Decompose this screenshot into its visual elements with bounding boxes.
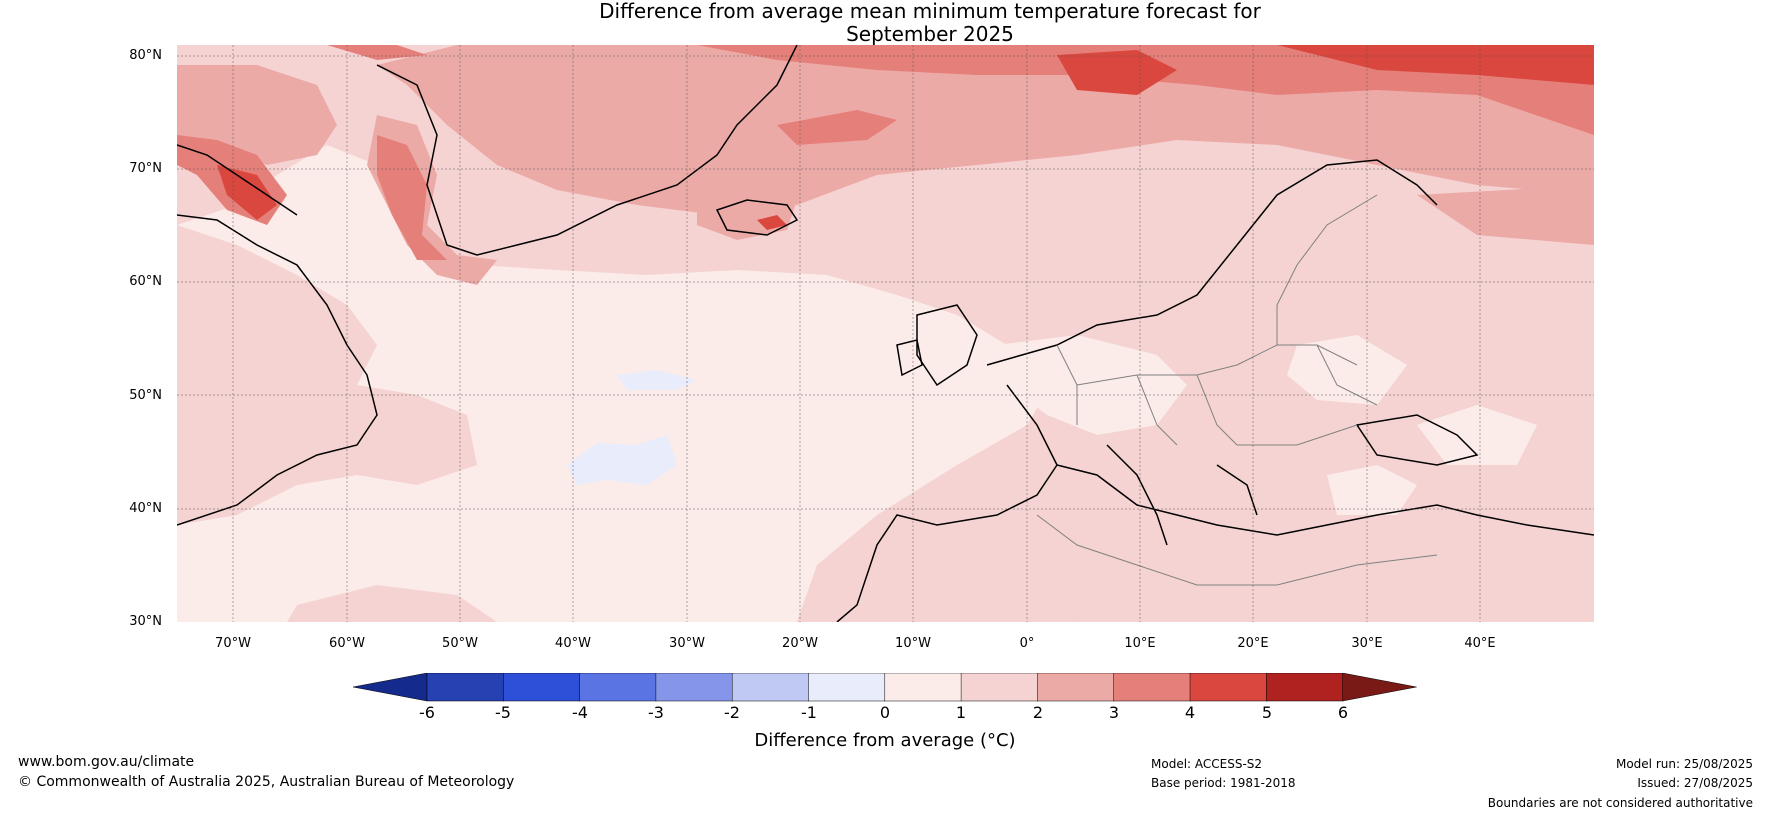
lat-label-70n: 70°N (129, 161, 162, 176)
lon-label-20w: 20°W (782, 636, 818, 651)
lon-label-10e: 10°E (1124, 636, 1156, 651)
lat-label-50n: 50°N (129, 388, 162, 403)
colorbar-segment (1113, 673, 1191, 702)
colorbar (353, 673, 1417, 702)
lon-label-60w: 60°W (329, 636, 365, 651)
colorbar-segment (503, 673, 581, 702)
lon-label-40w: 40°W (555, 636, 591, 651)
colorbar-segment (960, 673, 1039, 702)
lat-label-60n: 60°N (129, 274, 162, 289)
colorbar-tick-2: 2 (1032, 703, 1044, 722)
footer-website: www.bom.gov.au/climate (18, 754, 195, 770)
country-borders (1036, 194, 1438, 586)
colorbar-segment (1189, 673, 1268, 702)
colorbar-tick-neg1: -1 (801, 703, 817, 722)
colorbar-segment (1037, 673, 1115, 702)
lon-label-70w: 70°W (215, 636, 251, 651)
lat-label-30n: 30°N (129, 614, 162, 629)
colorbar-tick-5: 5 (1261, 703, 1273, 722)
lon-label-40e: 40°E (1464, 636, 1496, 651)
lon-label-30e: 30°E (1351, 636, 1383, 651)
colorbar-tick-0: 0 (879, 703, 891, 722)
colorbar-label: Difference from average (°C) (754, 730, 1016, 751)
colorbar-tick-6: 6 (1337, 703, 1349, 722)
colorbar-segment (426, 673, 505, 702)
lon-label-50w: 50°W (442, 636, 478, 651)
colorbar-segment (579, 673, 657, 702)
lat-label-80n: 80°N (129, 48, 162, 63)
title-line-1: Difference from average mean minimum tem… (599, 0, 1261, 23)
map-title: Difference from average mean minimum tem… (0, 0, 1770, 46)
footer-issued: Issued: 27/08/2025 (1637, 776, 1753, 790)
footer-disclaimer: Boundaries are not considered authoritat… (1487, 796, 1753, 810)
colorbar-segment (884, 673, 962, 702)
colorbar-tick-neg4: -4 (572, 703, 588, 722)
colorbar-tick-neg2: -2 (724, 703, 740, 722)
lon-label-0: 0° (1019, 636, 1035, 651)
lon-label-20e: 20°E (1237, 636, 1269, 651)
lon-label-10w: 10°W (895, 636, 931, 651)
colorbar-segment (808, 673, 886, 702)
colorbar-segment (655, 673, 733, 702)
gridlines (177, 45, 1594, 622)
colorbar-segment (731, 673, 810, 702)
lat-label-40n: 40°N (129, 501, 162, 516)
map-svg (177, 45, 1594, 622)
colorbar-tick-neg3: -3 (648, 703, 664, 722)
forecast-map (177, 45, 1594, 622)
coastlines (177, 45, 1594, 622)
anomaly-4-5-layer (217, 45, 1594, 230)
colorbar-segments (353, 673, 1417, 702)
colorbar-tick-3: 3 (1108, 703, 1120, 722)
footer-copyright: © Commonwealth of Australia 2025, Austra… (18, 774, 515, 790)
colorbar-arrow-high (1342, 673, 1417, 702)
title-line-2: September 2025 (846, 22, 1014, 46)
colorbar-segment (1266, 673, 1344, 702)
colorbar-arrow-low (353, 673, 428, 702)
footer-base-period: Base period: 1981-2018 (1151, 776, 1296, 790)
colorbar-tick-4: 4 (1184, 703, 1196, 722)
colorbar-tick-neg6: -6 (419, 703, 435, 722)
footer-model: Model: ACCESS-S2 (1151, 757, 1263, 771)
footer-model-run: Model run: 25/08/2025 (1615, 757, 1753, 771)
colorbar-tick-1: 1 (955, 703, 967, 722)
colorbar-tick-neg5: -5 (495, 703, 511, 722)
anomaly-0-1-patches (997, 335, 1537, 515)
anomaly-neg1-0-layer (567, 370, 697, 485)
lon-label-30w: 30°W (669, 636, 705, 651)
